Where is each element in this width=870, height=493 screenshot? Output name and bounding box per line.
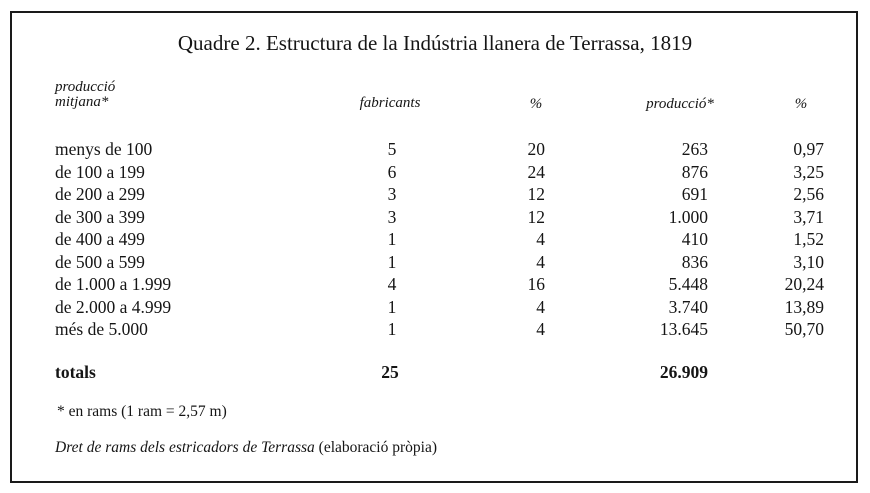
cell-range: de 300 a 399 [55, 206, 145, 227]
footnote: * en rams (1 ram = 2,57 m) [57, 403, 227, 420]
totals-label: totals [55, 362, 96, 382]
table-frame [10, 11, 858, 483]
cell-produccio: 876 [681, 161, 708, 182]
cell-fabricants: 4 [387, 274, 397, 294]
cell-percent-produccio: 20,24 [784, 274, 824, 294]
header-percent-fabricants: % [529, 96, 543, 112]
cell-percent-fabricants: 12 [527, 206, 546, 227]
cell-percent-fabricants: 4 [536, 319, 545, 339]
cell-range: de 2.000 a 4.999 [55, 296, 172, 317]
header-produccio-mitjana-line1: producció [55, 79, 116, 95]
cell-produccio: 410 [681, 229, 708, 249]
cell-range: de 200 a 299 [55, 184, 145, 204]
source-note: Dret de rams dels estricadors de Terrass… [55, 439, 437, 457]
cell-range: de 500 a 599 [55, 251, 145, 272]
header-percent-produccio: % [794, 96, 808, 112]
cell-produccio: 691 [681, 184, 708, 204]
cell-fabricants: 3 [387, 184, 397, 204]
cell-range: de 400 a 499 [55, 229, 145, 249]
totals-produccio: 26.909 [659, 362, 708, 382]
cell-percent-produccio: 13,89 [784, 296, 824, 317]
cell-percent-produccio: 1,52 [793, 229, 824, 249]
cell-fabricants: 6 [387, 161, 397, 182]
table-title: Quadre 2. Estructura de la Indústria lla… [177, 31, 693, 55]
cell-produccio: 13.645 [659, 319, 708, 339]
cell-percent-fabricants: 4 [536, 296, 545, 317]
cell-produccio: 5.448 [668, 274, 708, 294]
cell-produccio: 3.740 [668, 296, 708, 317]
cell-percent-fabricants: 24 [527, 161, 546, 182]
cell-fabricants: 1 [387, 319, 397, 339]
cell-range: de 1.000 a 1.999 [55, 274, 172, 294]
cell-percent-produccio: 50,70 [784, 319, 824, 339]
cell-percent-fabricants: 12 [527, 184, 546, 204]
cell-percent-fabricants: 4 [536, 229, 545, 249]
cell-fabricants: 1 [387, 229, 397, 249]
totals-fabricants: 25 [381, 362, 399, 382]
cell-fabricants: 5 [387, 139, 397, 159]
header-produccio-mitjana-line2: mitjana* [55, 94, 109, 110]
cell-range: menys de 100 [55, 139, 153, 159]
header-produccio: producció* [646, 96, 714, 112]
cell-produccio: 1.000 [668, 206, 708, 227]
cell-percent-produccio: 3,10 [793, 251, 824, 272]
cell-percent-produccio: 3,25 [793, 161, 824, 182]
cell-produccio: 263 [681, 139, 708, 159]
cell-percent-produccio: 2,56 [793, 184, 824, 204]
cell-range: més de 5.000 [55, 319, 148, 339]
cell-fabricants: 1 [387, 296, 397, 317]
cell-range: de 100 a 199 [55, 161, 145, 182]
cell-fabricants: 3 [387, 206, 397, 227]
cell-fabricants: 1 [387, 251, 397, 272]
cell-produccio: 836 [681, 251, 708, 272]
cell-percent-fabricants: 20 [527, 139, 546, 159]
header-fabricants: fabricants [359, 95, 421, 111]
cell-percent-fabricants: 4 [536, 251, 545, 272]
source-title: Dret de rams dels estricadors de Terrass… [55, 439, 315, 456]
cell-percent-produccio: 3,71 [793, 206, 824, 227]
cell-percent-produccio: 0,97 [793, 139, 824, 159]
cell-percent-fabricants: 16 [527, 274, 546, 294]
source-suffix: (elaboració pròpia) [314, 439, 437, 456]
